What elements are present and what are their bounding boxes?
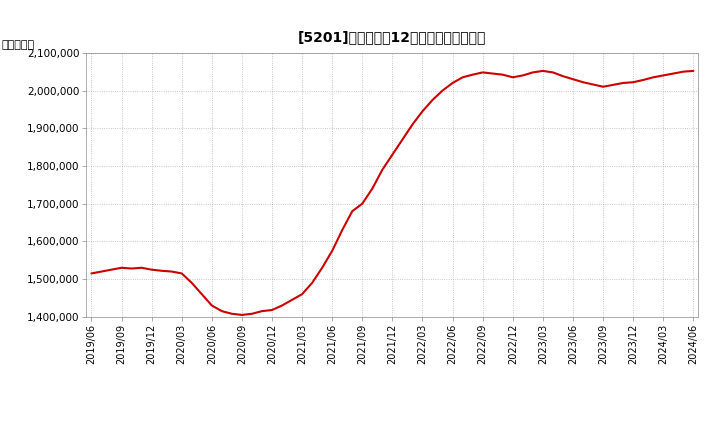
Y-axis label: （百万円）: （百万円） xyxy=(1,40,35,50)
Title: [5201]　売上高の12か月移動合計の推移: [5201] 売上高の12か月移動合計の推移 xyxy=(298,31,487,45)
